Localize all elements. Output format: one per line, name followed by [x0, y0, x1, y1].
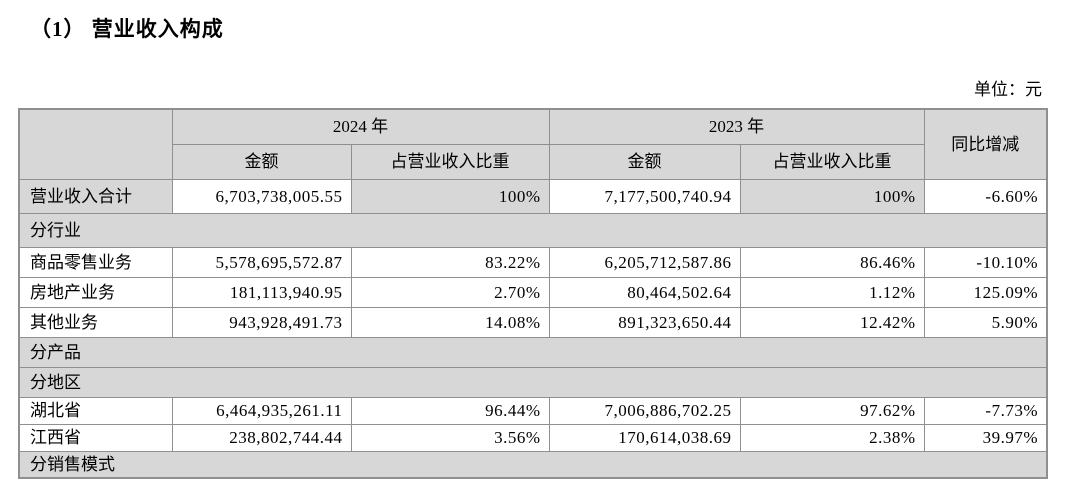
yoy-cell: -7.73% [923, 396, 1048, 425]
share-2023-cell: 2.38% [739, 423, 925, 452]
revenue-composition-table: 2024 年 2023 年 同比增减 金额 占营业收入比重 金额 占营业收入比重… [18, 108, 1048, 479]
table-row-section: 分销售模式 [18, 450, 1048, 479]
amount-2024-cell: 181,113,940.95 [171, 276, 352, 308]
share-2023-cell: 1.12% [739, 276, 925, 308]
amount-2024-cell: 943,928,491.73 [171, 306, 352, 338]
header-row-years: 2024 年 2023 年 同比增减 [18, 108, 1048, 180]
table-row: 其他业务 943,928,491.73 14.08% 891,323,650.4… [18, 306, 1048, 338]
share-2024-cell: 14.08% [350, 306, 550, 338]
table-row-total: 营业收入合计 6,703,738,005.55 100% 7,177,500,7… [18, 178, 1048, 214]
row-label: 房地产业务 [18, 276, 173, 308]
amount-2024-cell: 6,703,738,005.55 [171, 178, 352, 214]
share-2023-cell: 12.42% [739, 306, 925, 338]
table-row-section: 分行业 [18, 212, 1048, 248]
share-2024-cell: 100% [350, 178, 550, 214]
yoy-cell: 39.97% [923, 423, 1048, 452]
unit-note: 单位：元 [974, 80, 1042, 99]
amount-2024-cell: 6,464,935,261.11 [171, 396, 352, 425]
share-2023-cell: 97.62% [739, 396, 925, 425]
header-year-2024: 2024 年 [171, 108, 550, 145]
share-2024-cell: 96.44% [350, 396, 550, 425]
share-2023-cell: 100% [739, 178, 925, 214]
row-label: 商品零售业务 [18, 246, 173, 278]
table-row-section: 分产品 [18, 336, 1048, 368]
row-label: 江西省 [18, 423, 173, 452]
share-2024-cell: 2.70% [350, 276, 550, 308]
amount-2023-cell: 170,614,038.69 [548, 423, 741, 452]
amount-2023-cell: 80,464,502.64 [548, 276, 741, 308]
amount-2023-cell: 7,177,500,740.94 [548, 178, 741, 214]
header-row-metrics: 金额 占营业收入比重 金额 占营业收入比重 [19, 143, 1047, 180]
section-label: 分产品 [18, 336, 1048, 368]
header-amount-2024: 金额 [171, 143, 352, 180]
amount-2023-cell: 6,205,712,587.86 [548, 246, 741, 278]
row-label: 营业收入合计 [18, 178, 173, 214]
section-label: 分行业 [18, 212, 1048, 248]
header-amount-2023: 金额 [548, 143, 741, 180]
amount-2023-cell: 7,006,886,702.25 [548, 396, 741, 425]
header-share-2023: 占营业收入比重 [739, 143, 925, 180]
yoy-cell: -10.10% [923, 246, 1048, 278]
section-title: （1） 营业收入构成 [30, 17, 224, 41]
header-yoy: 同比增减 [923, 108, 1048, 180]
yoy-cell: 125.09% [923, 276, 1048, 308]
share-2023-cell: 86.46% [739, 246, 925, 278]
header-blank-cell [18, 108, 173, 180]
row-label: 湖北省 [18, 396, 173, 425]
header-year-2023: 2023 年 [548, 108, 925, 145]
yoy-cell: -6.60% [923, 178, 1048, 214]
yoy-cell: 5.90% [923, 306, 1048, 338]
amount-2023-cell: 891,323,650.44 [548, 306, 741, 338]
amount-2024-cell: 5,578,695,572.87 [171, 246, 352, 278]
table-row-section: 分地区 [18, 366, 1048, 398]
amount-2024-cell: 238,802,744.44 [171, 423, 352, 452]
header-share-2024: 占营业收入比重 [350, 143, 550, 180]
row-label: 其他业务 [18, 306, 173, 338]
table-row: 湖北省 6,464,935,261.11 96.44% 7,006,886,70… [18, 396, 1048, 425]
section-label: 分销售模式 [18, 450, 1048, 479]
section-label: 分地区 [18, 366, 1048, 398]
table-row: 商品零售业务 5,578,695,572.87 83.22% 6,205,712… [18, 246, 1048, 278]
share-2024-cell: 3.56% [350, 423, 550, 452]
table-row: 江西省 238,802,744.44 3.56% 170,614,038.69 … [18, 423, 1048, 452]
table-row: 房地产业务 181,113,940.95 2.70% 80,464,502.64… [18, 276, 1048, 308]
share-2024-cell: 83.22% [350, 246, 550, 278]
